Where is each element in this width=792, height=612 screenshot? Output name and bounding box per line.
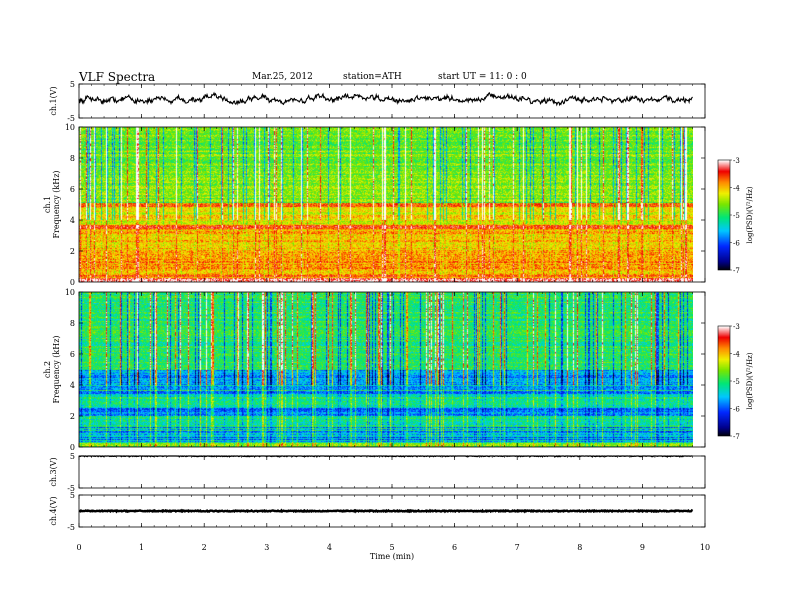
ch2-colorbar [718,326,730,436]
ch2-spectrogram-ytick-label: 2 [70,412,75,421]
ch1-spectrogram-ytick-label: 8 [70,154,75,163]
ch1-spectrogram-colorbar-tick: -4 [733,185,740,193]
xaxis-tick-label: 1 [139,543,144,552]
ch2-spectrogram-colorbar-frame [717,325,731,437]
ch1-waveform-ytick-label: 5 [70,80,75,89]
ch3-waveform-ytick-label: 5 [70,452,75,461]
xaxis-tick-label: 0 [76,543,81,552]
ch2-spectrogram-ylabel: Frequency (kHz) [52,335,61,403]
date-label: Mar.25, 2012 [252,72,313,82]
figure-title: VLF Spectra [79,70,156,84]
ch1-spectrogram-ytick-label: 2 [70,247,75,256]
ch1-spectrogram-colorbar-frame [717,159,731,271]
ch1-spectrogram-colorbar-tick: -7 [733,267,740,275]
ch1-spectrogram-frame [78,126,706,283]
xaxis-tick-label: 6 [452,543,457,552]
ch1-spectrogram-ytick-label: 10 [65,123,75,132]
ch1-spectrogram-ytick-label: 6 [70,185,75,194]
xaxis-tick-label: 7 [515,543,520,552]
xaxis-label: Time (min) [370,552,414,561]
ch2-spectrogram-channel-label: ch.2 [43,361,52,378]
ch2-spectrogram-colorbar-tick: -4 [733,351,740,359]
xaxis-tick-label: 4 [327,543,332,552]
ch1-waveform-ytick-label: -5 [67,114,75,123]
xaxis-tick-label: 5 [389,543,394,552]
ch1-spectrogram-colorbar-tick: -3 [733,157,740,165]
ch1-waveform-ylabel: ch.1(V) [49,86,58,115]
ch1-spectrogram-ylabel: Frequency (kHz) [52,170,61,238]
ch2-spectrogram-ytick-label: 10 [65,288,75,297]
ch4-waveform-ylabel: ch.4(V) [49,496,58,525]
ch4-waveform-ytick-label: -5 [67,523,75,532]
ch3-waveform-trace [78,455,693,458]
ch2-spectrogram-colorbar-label: log(PSD)(V²/Hz) [746,352,754,409]
xaxis-tick-label: 3 [264,543,269,552]
ch1-spectrogram-ytick-label: 4 [70,216,75,225]
ch2-spectrogram-colorbar-tick: -7 [733,433,740,441]
ch2-spectrogram-colorbar-tick: -6 [733,406,740,414]
ch3-waveform-frame [78,455,706,489]
ch3-waveform-ylabel: ch.3(V) [49,457,58,486]
ch1-spectrogram-colorbar-label: log(PSD)(V²/Hz) [746,186,754,243]
start-time-label: start UT = 11: 0 : 0 [438,72,527,82]
ch2-spectrogram-colorbar-tick: -5 [733,378,740,386]
ch1-colorbar [718,160,730,270]
ch2-spectrogram-ytick-label: 4 [70,381,75,390]
ch2-spectrogram-ytick-label: 0 [70,443,75,452]
ch1-spectrogram-colorbar-tick: -5 [733,212,740,220]
ch1-spectrogram-colorbar-tick: -6 [733,240,740,248]
xaxis-tick-label: 8 [577,543,582,552]
ch2-spectrogram-colorbar-tick: -3 [733,323,740,331]
xaxis-tick-label: 9 [640,543,645,552]
ch1-spectrogram-channel-label: ch.1 [43,196,52,213]
xaxis-tick-label: 10 [700,543,710,552]
ch4-waveform-ytick-label: 5 [70,491,75,500]
ch2-spectrogram-ytick-label: 6 [70,350,75,359]
ch1-waveform-trace [78,91,693,107]
station-label: station=ATH [343,72,402,82]
ch1-spectrogram-ytick-label: 0 [70,278,75,287]
ch4-waveform-trace [78,508,694,514]
ch2-spectrogram-ytick-label: 8 [70,319,75,328]
xaxis-tick-label: 2 [202,543,207,552]
ch1-spectrogram-image [79,127,693,282]
ch2-spectrogram-image [79,292,693,447]
ch3-waveform-ytick-label: -5 [67,484,75,493]
ch2-spectrogram-frame [78,291,706,448]
